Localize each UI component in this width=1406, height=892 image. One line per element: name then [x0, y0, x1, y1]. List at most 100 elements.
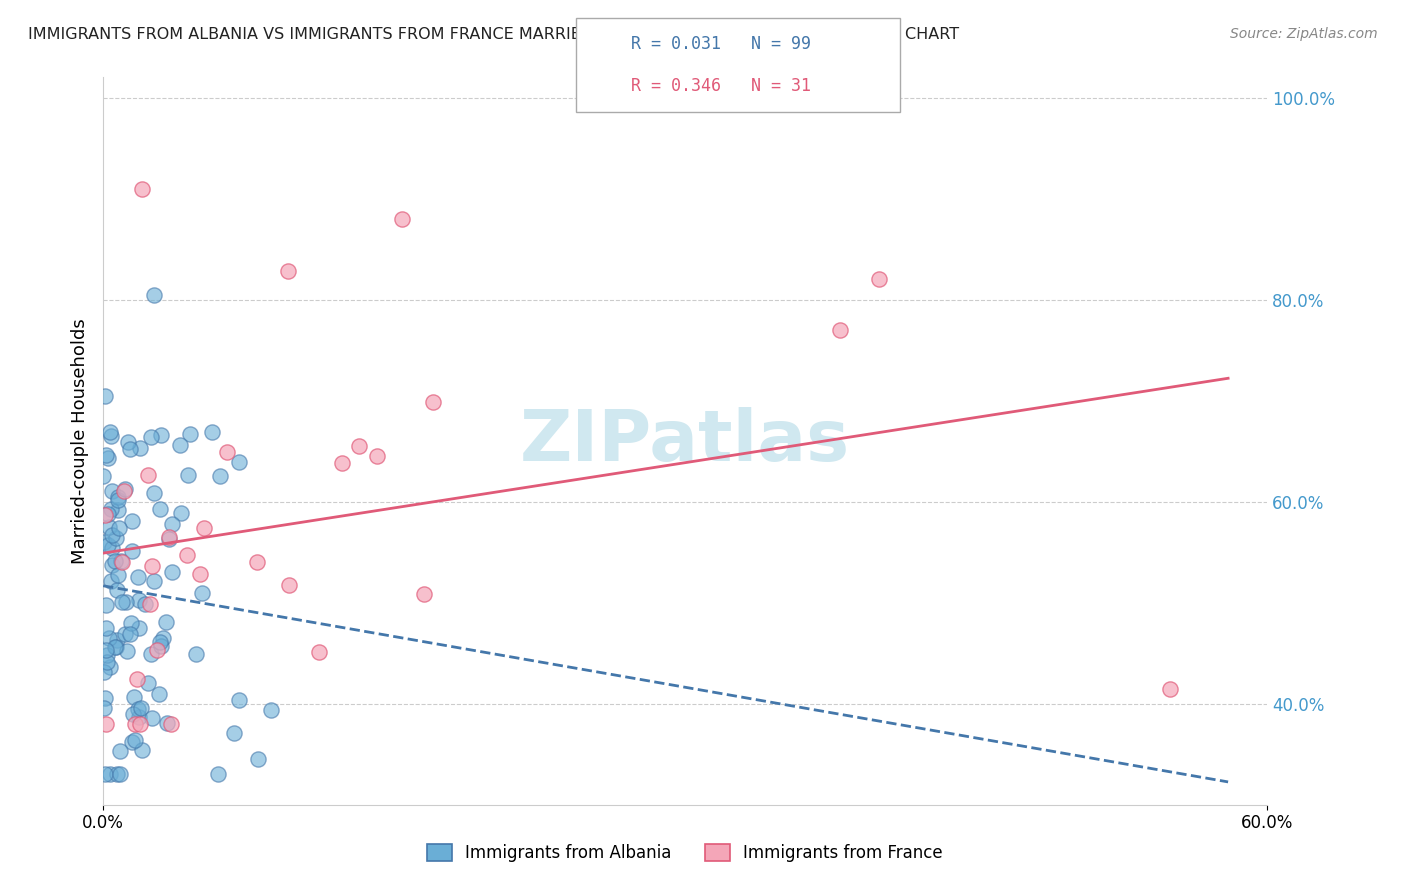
- Point: [114, 595, 136, 609]
- Point: [100, 425, 122, 440]
- Point: [278, 578, 301, 592]
- Point: [422, 395, 444, 409]
- Text: Source: ZipAtlas.com: Source: ZipAtlas.com: [1230, 27, 1378, 41]
- Point: [115, 643, 138, 657]
- Point: [128, 442, 150, 456]
- Point: [217, 444, 239, 458]
- Point: [121, 514, 143, 528]
- Text: R = 0.346   N = 31: R = 0.346 N = 31: [631, 77, 811, 95]
- Point: [124, 732, 146, 747]
- Point: [94, 642, 117, 657]
- Point: [104, 640, 127, 654]
- Point: [98, 660, 121, 674]
- Point: [136, 467, 159, 482]
- Point: [150, 428, 173, 442]
- Point: [169, 438, 191, 452]
- Point: [100, 541, 122, 555]
- Point: [149, 639, 172, 653]
- Point: [143, 486, 166, 500]
- Point: [308, 645, 330, 659]
- Point: [94, 767, 117, 781]
- Point: [129, 700, 152, 714]
- Point: [125, 673, 148, 687]
- Point: [228, 693, 250, 707]
- Point: [93, 469, 115, 483]
- Point: [104, 531, 127, 545]
- Point: [118, 627, 141, 641]
- Point: [128, 621, 150, 635]
- Point: [111, 556, 134, 570]
- Text: IMMIGRANTS FROM ALBANIA VS IMMIGRANTS FROM FRANCE MARRIED-COUPLE HOUSEHOLDS CORR: IMMIGRANTS FROM ALBANIA VS IMMIGRANTS FR…: [28, 27, 959, 42]
- Point: [110, 767, 132, 781]
- Point: [97, 631, 120, 645]
- Point: [207, 767, 229, 781]
- Point: [118, 442, 141, 456]
- Point: [121, 544, 143, 558]
- Point: [136, 675, 159, 690]
- Text: R = 0.031   N = 99: R = 0.031 N = 99: [631, 35, 811, 53]
- Point: [110, 744, 132, 758]
- Point: [160, 717, 183, 731]
- Text: ZIPatlas: ZIPatlas: [520, 407, 851, 475]
- Point: [176, 548, 198, 562]
- Point: [127, 702, 149, 716]
- Point: [208, 469, 231, 483]
- Point: [128, 593, 150, 607]
- Point: [152, 631, 174, 645]
- Point: [413, 587, 436, 601]
- Point: [105, 767, 128, 781]
- Y-axis label: Married-couple Households: Married-couple Households: [72, 318, 89, 564]
- Point: [101, 558, 124, 572]
- Point: [107, 521, 129, 535]
- Point: [191, 586, 214, 600]
- Point: [127, 569, 149, 583]
- Point: [149, 635, 172, 649]
- Legend: Immigrants from Albania, Immigrants from France: Immigrants from Albania, Immigrants from…: [420, 838, 949, 869]
- Point: [98, 520, 121, 534]
- Point: [93, 665, 115, 680]
- Point: [157, 532, 180, 546]
- Point: [124, 717, 146, 731]
- Point: [120, 615, 142, 630]
- Point: [366, 449, 388, 463]
- Point: [142, 288, 165, 302]
- Point: [157, 530, 180, 544]
- Point: [139, 597, 162, 611]
- Point: [100, 429, 122, 443]
- Point: [107, 502, 129, 516]
- Point: [105, 640, 128, 655]
- Point: [97, 451, 120, 466]
- Point: [156, 716, 179, 731]
- Point: [93, 701, 115, 715]
- Point: [111, 594, 134, 608]
- Point: [186, 647, 208, 661]
- Point: [868, 272, 890, 286]
- Point: [146, 642, 169, 657]
- Point: [830, 323, 852, 337]
- Point: [129, 717, 152, 731]
- Point: [100, 483, 122, 498]
- Point: [98, 767, 121, 781]
- Point: [94, 598, 117, 612]
- Point: [155, 615, 177, 630]
- Point: [112, 484, 135, 499]
- Point: [391, 211, 413, 226]
- Point: [131, 181, 153, 195]
- Point: [94, 389, 117, 403]
- Point: [134, 597, 156, 611]
- Point: [148, 687, 170, 701]
- Point: [347, 439, 370, 453]
- Point: [93, 508, 115, 523]
- Point: [128, 710, 150, 724]
- Point: [162, 565, 184, 579]
- Point: [121, 735, 143, 749]
- Point: [1159, 681, 1181, 696]
- Point: [170, 506, 193, 520]
- Point: [104, 554, 127, 568]
- Point: [94, 621, 117, 635]
- Point: [222, 725, 245, 739]
- Point: [105, 583, 128, 598]
- Point: [247, 752, 270, 766]
- Point: [117, 435, 139, 450]
- Point: [246, 555, 269, 569]
